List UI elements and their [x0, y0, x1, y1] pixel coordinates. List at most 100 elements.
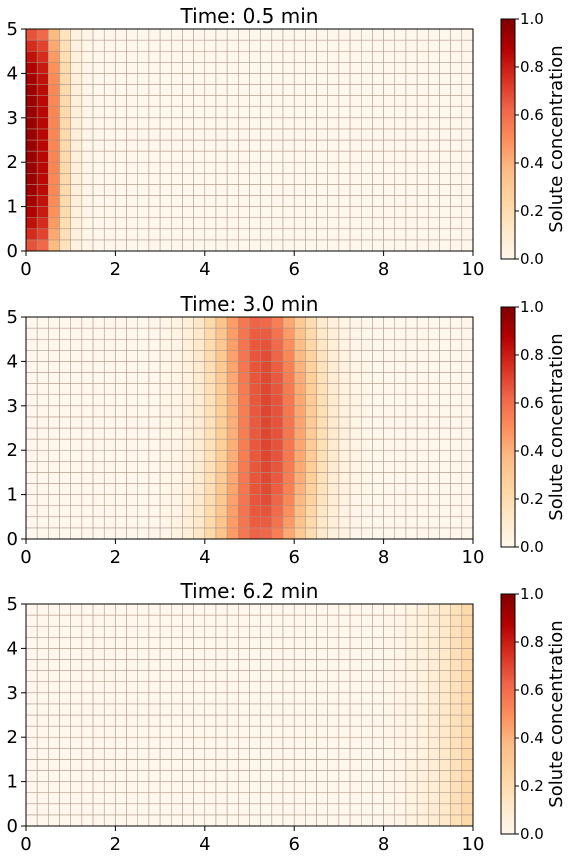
heatmap-cell — [115, 316, 127, 329]
heatmap-cell — [182, 84, 194, 96]
heatmap-cell — [372, 28, 384, 41]
heatmap-cell — [159, 405, 172, 418]
heatmap-cell — [282, 39, 295, 52]
heatmap-cell — [338, 128, 351, 141]
heatmap-cell — [383, 648, 396, 660]
heatmap-cell — [215, 372, 228, 384]
heatmap-cell — [338, 228, 351, 241]
heatmap-cell — [25, 405, 38, 418]
heatmap-cell — [428, 625, 440, 638]
heatmap-cell — [416, 781, 429, 793]
heatmap-cell — [193, 50, 206, 63]
heatmap-cell — [92, 50, 105, 63]
heatmap-cell — [305, 692, 317, 705]
heatmap-cell — [316, 139, 328, 152]
heatmap-cell — [372, 195, 384, 207]
heatmap-cell — [439, 770, 451, 782]
heatmap-cell — [193, 62, 206, 74]
heatmap-cell — [439, 792, 451, 805]
heatmap-cell — [25, 714, 38, 727]
heatmap-cell — [316, 128, 328, 141]
heatmap-cell — [48, 217, 60, 230]
heatmap-cell — [349, 527, 362, 540]
heatmap-cell — [103, 725, 116, 738]
heatmap-cell — [193, 427, 206, 440]
heatmap-cell — [461, 603, 474, 616]
heatmap-cell — [92, 128, 105, 141]
heatmap-cell — [338, 759, 351, 771]
heatmap-cell — [159, 803, 172, 816]
heatmap-cell — [305, 195, 317, 207]
heatmap-cell — [36, 472, 49, 484]
heatmap-cell — [450, 161, 463, 174]
y-tick-label: 0 — [7, 241, 18, 262]
heatmap-cell — [171, 748, 183, 760]
heatmap-cell — [416, 228, 429, 241]
heatmap-cell — [81, 461, 94, 473]
heatmap-cell — [226, 139, 239, 152]
heatmap-cell — [327, 50, 340, 63]
heatmap-cell — [126, 217, 138, 230]
heatmap-cell — [25, 350, 38, 362]
heatmap-cell — [405, 50, 418, 63]
heatmap-cell — [70, 770, 83, 782]
heatmap-cell — [260, 527, 273, 540]
heatmap-cell — [171, 139, 183, 152]
heatmap-cell — [81, 614, 94, 627]
heatmap-cell — [316, 814, 328, 827]
heatmap-cell — [461, 139, 474, 152]
heatmap-cell — [394, 239, 407, 252]
heatmap-cell — [59, 659, 71, 671]
heatmap-cell — [204, 117, 217, 130]
heatmap-cell — [148, 792, 161, 805]
heatmap-cell — [439, 228, 451, 241]
heatmap-cell — [36, 792, 49, 805]
heatmap-cell — [249, 350, 261, 362]
heatmap-cell — [428, 483, 440, 495]
heatmap-cell — [137, 206, 150, 218]
heatmap-cell — [115, 494, 127, 506]
heatmap-cell — [226, 95, 239, 107]
heatmap-cell — [361, 748, 373, 760]
heatmap-cell — [204, 472, 217, 484]
heatmap-cell — [171, 803, 183, 816]
heatmap-cell — [305, 327, 317, 340]
heatmap-cell — [59, 150, 71, 163]
heatmap-cell — [305, 625, 317, 638]
heatmap-cell — [159, 361, 172, 373]
heatmap-cell — [148, 150, 161, 163]
heatmap-cell — [428, 527, 440, 540]
heatmap-cell — [282, 394, 295, 407]
colorbar-tick-label: 0.4 — [520, 442, 544, 460]
heatmap-cell — [383, 461, 396, 473]
heatmap-cell — [338, 405, 351, 418]
heatmap-cell — [148, 39, 161, 52]
heatmap-cell — [103, 625, 116, 638]
heatmap-cell — [349, 505, 362, 518]
heatmap-cell — [461, 494, 474, 506]
heatmap-cell — [461, 327, 474, 340]
heatmap-cell — [25, 106, 38, 119]
heatmap-cell — [293, 106, 306, 119]
heatmap-cell — [115, 95, 127, 107]
heatmap-cell — [405, 603, 418, 616]
heatmap-cell — [383, 117, 396, 130]
heatmap-cell — [215, 361, 228, 373]
heatmap-cell — [226, 770, 239, 782]
colorbar-label: Solute concentration — [546, 620, 567, 807]
heatmap-cell — [81, 770, 94, 782]
heatmap-cell — [204, 84, 217, 96]
heatmap-cell — [372, 714, 384, 727]
heatmap-cell — [383, 139, 396, 152]
heatmap-cell — [92, 449, 105, 462]
heatmap-cell — [416, 405, 429, 418]
heatmap-cell — [461, 483, 474, 495]
heatmap-cell — [171, 781, 183, 793]
heatmap-cell — [182, 814, 194, 827]
heatmap-cell — [126, 161, 138, 174]
heatmap-cell — [428, 62, 440, 74]
heatmap-cell — [349, 73, 362, 85]
heatmap-cell — [361, 714, 373, 727]
heatmap-cell — [361, 648, 373, 660]
heatmap-cell — [293, 461, 306, 473]
